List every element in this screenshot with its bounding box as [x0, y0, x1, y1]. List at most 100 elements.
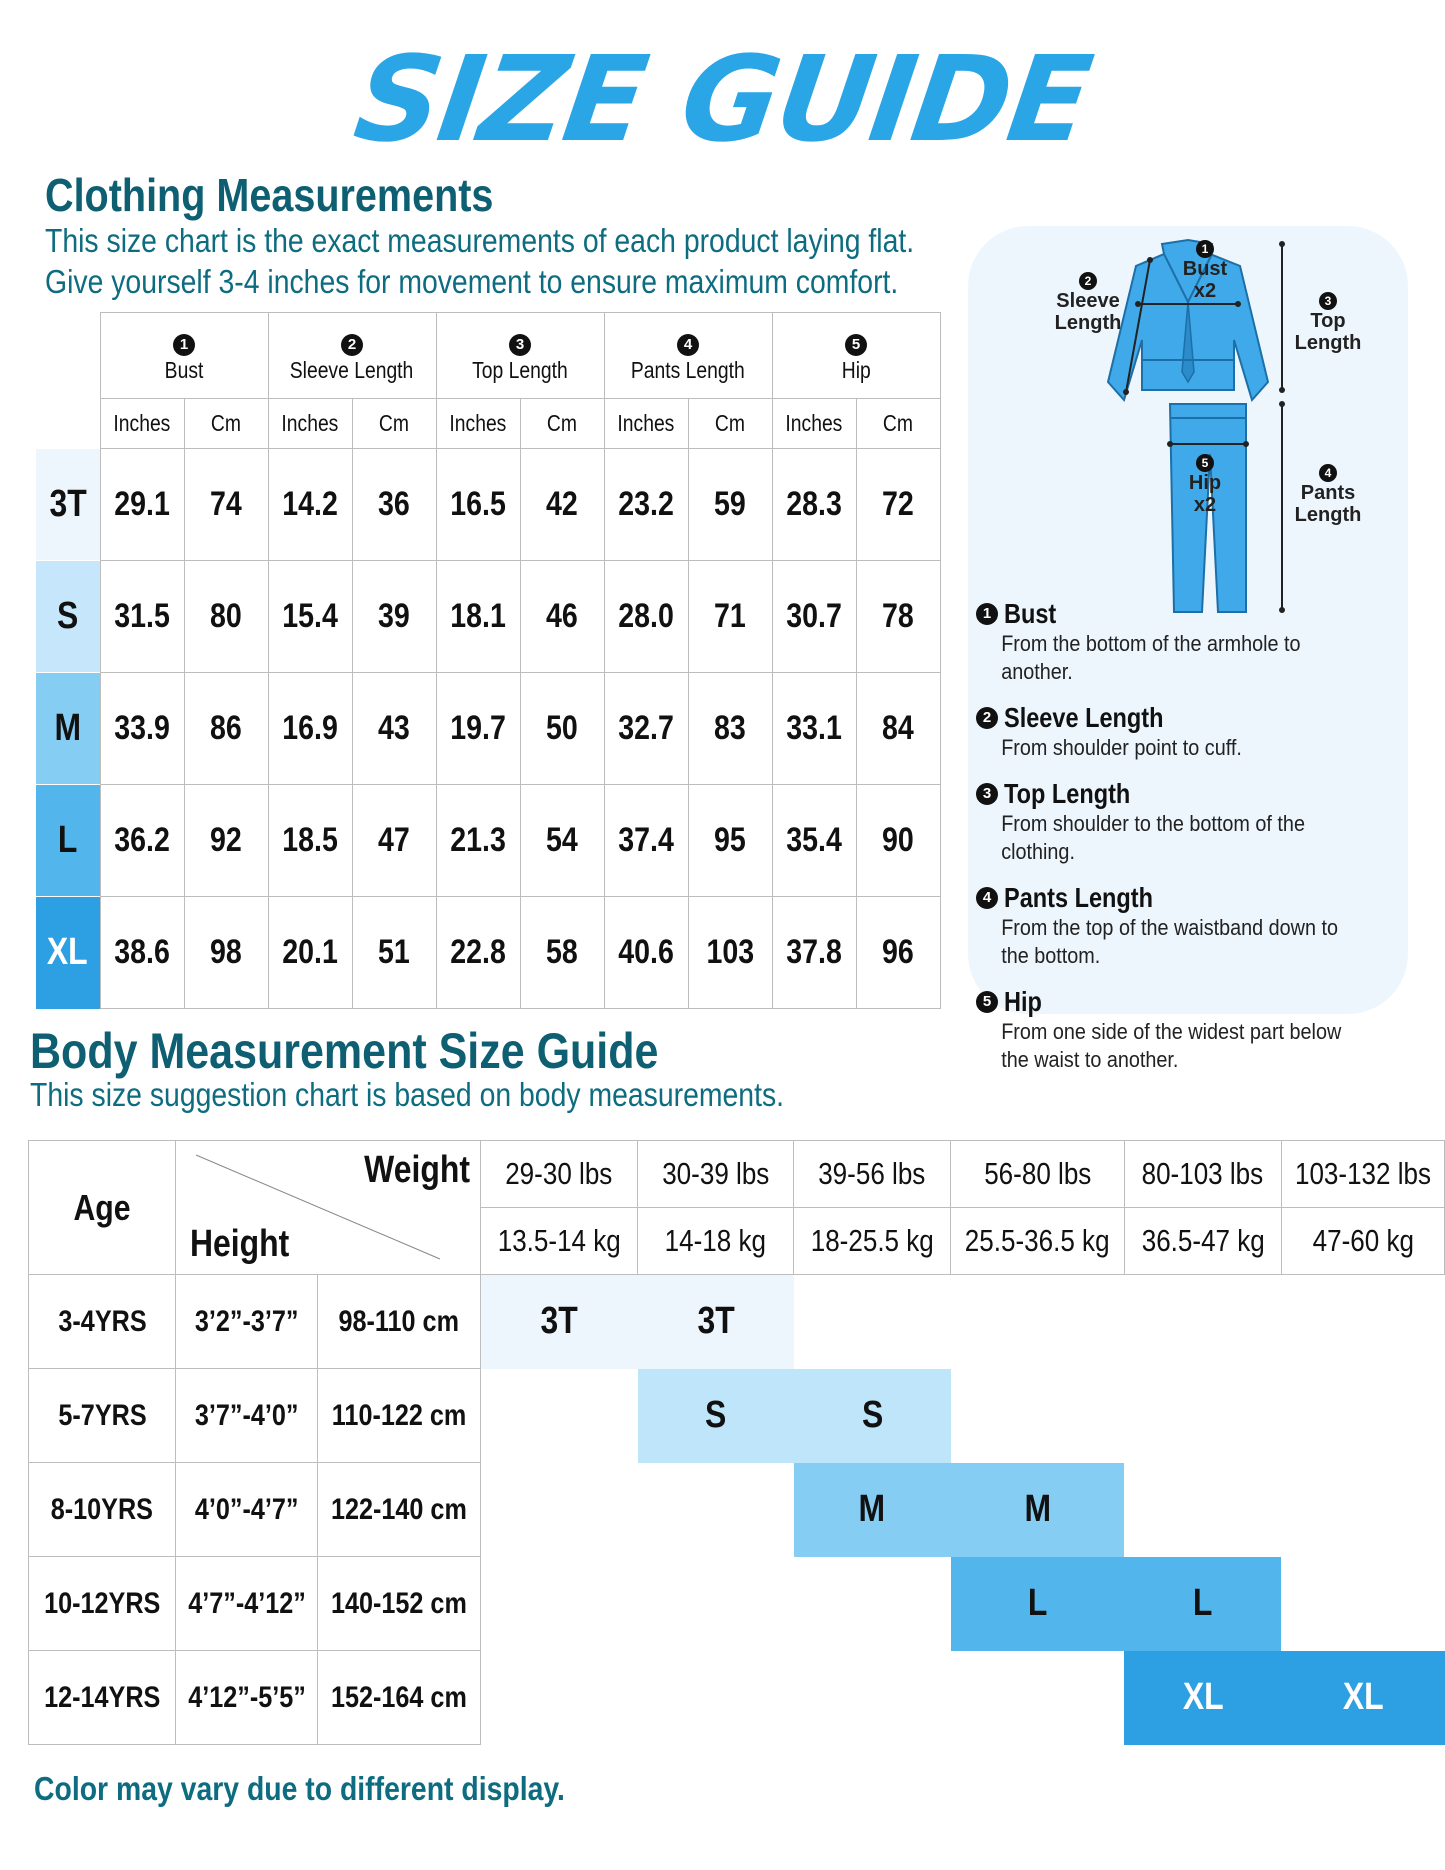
empty-cell [1281, 1369, 1444, 1463]
table-cell: 28.3 [771, 448, 857, 561]
table-cell: 36 [351, 448, 437, 561]
table-row: XL 38.6 98 20.1 51 22.8 58 40.6 103 37.8 96 [36, 896, 941, 1009]
height-ft-cell: 3’7”-4’0” [175, 1368, 319, 1463]
table-cell: 15.4 [267, 560, 353, 673]
definition-item: 2 Sleeve Length From shoulder point to cu… [976, 702, 1406, 762]
table-row: S 31.5 80 15.4 39 18.1 46 28.0 71 30.7 78 [36, 560, 941, 673]
unit-inches: Inches [267, 398, 353, 449]
size-label: M [36, 672, 100, 785]
empty-cell [794, 1557, 951, 1651]
height-ft-cell: 4’12”-5’5” [175, 1650, 319, 1745]
table-row: 8-10YRS 4’0”-4’7” 122-140 cm M M [27, 1462, 1445, 1557]
definition-item: 3 Top Length From shoulder to the bottom … [976, 778, 1406, 866]
table-cell: 14.2 [267, 448, 353, 561]
empty-cell [481, 1463, 638, 1557]
weight-lbs-header: 103-132 lbs [1280, 1140, 1445, 1208]
empty-cell [638, 1463, 794, 1557]
empty-cell [951, 1369, 1124, 1463]
empty-cell [481, 1651, 638, 1745]
table-cell: 30.7 [771, 560, 857, 673]
height-cm-cell: 110-122 cm [317, 1368, 482, 1463]
table-cell: 35.4 [771, 784, 857, 897]
table-cell: 20.1 [267, 896, 353, 1009]
table-row: 5-7YRS 3’7”-4’0” 110-122 cm S S [27, 1368, 1445, 1463]
table-cell: 59 [687, 448, 773, 561]
table-cell: 43 [351, 672, 437, 785]
age-cell: 5-7YRS [27, 1368, 177, 1463]
height-cm-cell: 140-152 cm [317, 1556, 482, 1651]
empty-cell [794, 1275, 951, 1369]
weight-kg-header: 18-25.5 kg [793, 1207, 952, 1275]
table-row: 3T 29.1 74 14.2 36 16.5 42 23.2 59 28.3 72 [36, 448, 941, 561]
empty-cell [1281, 1275, 1444, 1369]
size-label: XL [36, 896, 100, 1009]
definition-item: 1 Bust From the bottom of the armhole to … [976, 598, 1406, 686]
table-cell: 16.9 [267, 672, 353, 785]
table-cell: 71 [687, 560, 773, 673]
diagram-label-pants: 4 Pants Length [1294, 464, 1362, 526]
size-label: L [36, 784, 100, 897]
table-row: M 33.9 86 16.9 43 19.7 50 32.7 83 33.1 84 [36, 672, 941, 785]
age-cell: 3-4YRS [27, 1274, 177, 1369]
table-cell: 37.4 [603, 784, 689, 897]
table-row: 12-14YRS 4’12”-5’5” 152-164 cm XL XL [27, 1650, 1445, 1745]
size-label: 3T [36, 448, 100, 561]
table-cell: 78 [855, 560, 941, 673]
size-label: S [36, 560, 100, 673]
table-cell: 46 [519, 560, 605, 673]
footer-note: Color may vary due to different display. [34, 1770, 565, 1807]
empty-cell [1124, 1275, 1281, 1369]
table-cell: 83 [687, 672, 773, 785]
table-cell: 33.1 [771, 672, 857, 785]
table-cell: 28.0 [603, 560, 689, 673]
empty-cell [481, 1557, 638, 1651]
table-cell: 50 [519, 672, 605, 785]
col-header-0: 1 Bust [99, 312, 269, 399]
empty-cell [1281, 1557, 1444, 1651]
table-cell: 19.7 [435, 672, 521, 785]
weight-lbs-header: 56-80 lbs [950, 1140, 1125, 1208]
weight-kg-header: 36.5-47 kg [1123, 1207, 1282, 1275]
weight-kg-header: 13.5-14 kg [480, 1207, 639, 1275]
pajama-pants-shape [1168, 403, 1247, 613]
table-cell: 21.3 [435, 784, 521, 897]
empty-cell [638, 1651, 794, 1745]
table-cell: 72 [855, 448, 941, 561]
body-measurement-table: Age Weight Height 29-30 lbs 30-39 lbs 39-56… [27, 1140, 1445, 1745]
height-ft-cell: 3’2”-3’7” [175, 1274, 319, 1369]
pajama-diagram [1106, 238, 1285, 613]
size-suggestion: L [950, 1556, 1125, 1651]
diagram-label-bust: 1 Bust x2 [1182, 240, 1228, 302]
unit-inches: Inches [99, 398, 185, 449]
table-cell: 80 [183, 560, 269, 673]
age-cell: 12-14YRS [27, 1650, 177, 1745]
empty-cell [481, 1369, 638, 1463]
height-cm-cell: 152-164 cm [317, 1650, 482, 1745]
table-row: 3-4YRS 3’2”-3’7” 98-110 cm 3T 3T [27, 1274, 1445, 1369]
diagram-label-top: 3 Top Length [1294, 292, 1362, 354]
clothing-desc-2: Give yourself 3-4 inches for movement to… [45, 263, 899, 300]
table-cell: 42 [519, 448, 605, 561]
unit-inches: Inches [603, 398, 689, 449]
size-suggestion: M [793, 1462, 951, 1557]
table-cell: 86 [183, 672, 269, 785]
weight-lbs-header: 30-39 lbs [637, 1140, 795, 1208]
size-suggestion: 3T [637, 1274, 794, 1369]
table-cell: 40.6 [603, 896, 689, 1009]
unit-inches: Inches [435, 398, 521, 449]
clothing-heading: Clothing Measurements [45, 169, 494, 221]
size-suggestion: L [1124, 1556, 1282, 1651]
empty-cell [1124, 1463, 1281, 1557]
col-header-1: 2 Sleeve Length [267, 312, 437, 399]
height-ft-cell: 4’0”-4’7” [175, 1462, 319, 1557]
empty-cell [1124, 1369, 1281, 1463]
size-suggestion: 3T [480, 1274, 638, 1369]
table-cell: 54 [519, 784, 605, 897]
table-cell: 32.7 [603, 672, 689, 785]
table-cell: 90 [855, 784, 941, 897]
height-ft-cell: 4’7”-4’12” [175, 1556, 319, 1651]
table-cell: 33.9 [99, 672, 185, 785]
height-cm-cell: 122-140 cm [317, 1462, 482, 1557]
clothing-measurements-table: 1 Bust 2 Sleeve Length 3 Top Length 4 Pants Len… [36, 312, 941, 1009]
empty-cell [638, 1557, 794, 1651]
